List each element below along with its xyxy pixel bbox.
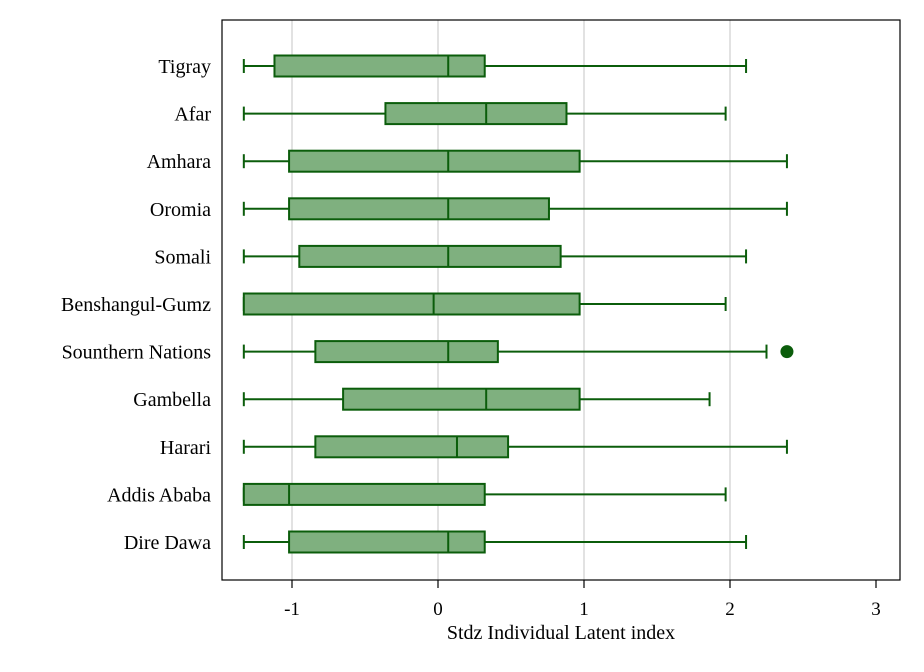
category-label: Tigray [158,56,211,78]
box-series [242,54,794,554]
box-afar [242,102,727,126]
box-oromia [242,197,788,221]
outlier-point [780,345,794,359]
category-label: Sounthern Nations [62,342,212,364]
iqr-box [314,435,510,459]
box-somali [242,244,748,268]
box-gambella [242,387,711,411]
iqr-box [314,340,499,364]
box-addis-ababa [242,482,727,506]
category-label: Dire Dawa [124,532,211,554]
box-sounthern-nations [242,340,794,364]
category-label: Harari [160,437,212,459]
iqr-box [242,292,581,316]
box-dire-dawa [242,530,748,554]
category-label: Oromia [150,199,211,221]
category-labels: Tigray Afar Amhara Oromia Somali Benshangul-G… [61,56,211,554]
category-label: Amhara [147,151,212,173]
x-tick-label: -1 [284,599,300,620]
box-amhara [242,149,788,173]
iqr-box [273,54,486,78]
category-label: Benshangul-Gumz [61,294,211,316]
category-label: Somali [154,246,211,268]
iqr-box [384,102,568,126]
iqr-box [298,244,562,268]
iqr-box [288,149,581,173]
box-benshangul-gumz [242,292,727,316]
x-tick-label: 3 [871,599,881,620]
plot-frame [221,19,901,581]
box-tigray [242,54,748,78]
iqr-box [342,387,581,411]
category-label: Addis Ababa [107,484,211,506]
iqr-box [288,530,486,554]
category-label: Gambella [133,389,211,411]
category-label: Afar [174,104,211,126]
iqr-box [242,482,486,506]
x-tick-label: 0 [433,599,443,620]
x-tick-label: 1 [579,599,589,620]
x-axis-title: Stdz Individual Latent index [447,622,675,644]
x-tick-label: 2 [725,599,735,620]
iqr-box [288,197,550,221]
box-harari [242,435,788,459]
x-axis-ticks: -1 0 1 2 3 [284,580,881,620]
